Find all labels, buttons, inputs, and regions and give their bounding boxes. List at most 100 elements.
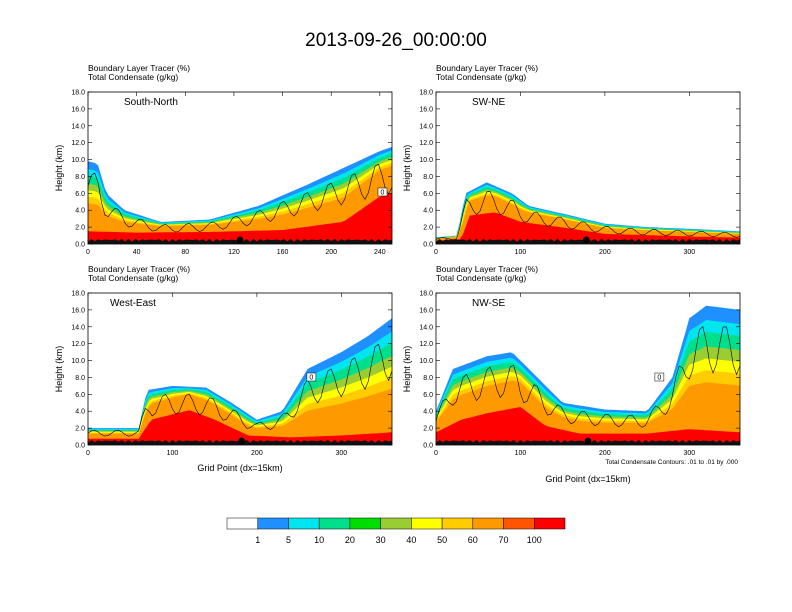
panel-name: SW-NE bbox=[472, 97, 505, 108]
panel-sw-ne: Boundary Layer Tracer (%)Total Condensat… bbox=[402, 63, 741, 256]
x-tick-label: 300 bbox=[683, 450, 695, 457]
y-axis-label: Height (km) bbox=[54, 346, 64, 393]
y-tick-label: 4.0 bbox=[75, 208, 85, 215]
contour-label-box bbox=[377, 187, 388, 197]
y-tick-label: 0.0 bbox=[75, 242, 85, 249]
y-tick-label: 12.0 bbox=[419, 140, 433, 147]
y-tick-label: 2.0 bbox=[423, 426, 433, 433]
y-tick-label: 4.0 bbox=[423, 409, 433, 416]
tracer-core bbox=[436, 212, 740, 244]
x-axis-label: Grid Point (dx=15km) bbox=[545, 474, 630, 484]
panel-header-condensate: Total Condensate (g/kg) bbox=[436, 72, 526, 82]
x-tick-label: 0 bbox=[86, 249, 90, 256]
page-title: 2013-09-26_00:00:00 bbox=[305, 30, 487, 51]
colorbar-label: 1 bbox=[255, 535, 260, 545]
tracer-field bbox=[88, 146, 392, 244]
x-tick-label: 120 bbox=[228, 249, 240, 256]
y-tick-label: 10.0 bbox=[71, 157, 85, 164]
y-axis-label: Height (km) bbox=[402, 145, 412, 192]
colorbar-label: 20 bbox=[345, 535, 355, 545]
panel-name: NW-SE bbox=[472, 298, 505, 309]
y-tick-label: 4.0 bbox=[423, 208, 433, 215]
condensate-contour bbox=[436, 326, 740, 428]
y-tick-label: 14.0 bbox=[419, 123, 433, 130]
x-tick-label: 0 bbox=[434, 249, 438, 256]
x-axis-label: Grid Point (dx=15km) bbox=[197, 463, 282, 473]
tracer-core bbox=[88, 193, 392, 244]
plot-frame bbox=[87, 292, 393, 446]
location-marker bbox=[236, 236, 244, 244]
colorbar-swatch bbox=[257, 517, 289, 530]
contour-label: 0 bbox=[309, 375, 313, 382]
y-tick-label: 6.0 bbox=[75, 191, 85, 198]
y-tick-label: 2.0 bbox=[75, 426, 85, 433]
x-tick-label: 200 bbox=[251, 450, 263, 457]
colorbar-swatch bbox=[318, 517, 351, 530]
colorbar-swatch bbox=[441, 517, 474, 530]
tracer-field bbox=[436, 182, 740, 244]
y-tick-label: 16.0 bbox=[71, 307, 85, 314]
y-tick-label: 12.0 bbox=[419, 341, 433, 348]
colorbar-label: 5 bbox=[286, 535, 291, 545]
x-tick-label: 300 bbox=[683, 249, 695, 256]
contour-label: 0 bbox=[657, 375, 661, 382]
y-tick-label: 12.0 bbox=[71, 341, 85, 348]
x-tick-label: 40 bbox=[133, 249, 141, 256]
y-tick-label: 8.0 bbox=[423, 174, 433, 181]
tracer-core bbox=[88, 410, 392, 445]
x-tick-label: 200 bbox=[325, 249, 337, 256]
y-tick-label: 10.0 bbox=[419, 157, 433, 164]
x-tick-label: 200 bbox=[599, 450, 611, 457]
colorbar-swatch bbox=[288, 517, 320, 530]
panel-name: South-North bbox=[124, 97, 178, 108]
x-tick-label: 100 bbox=[515, 249, 527, 256]
y-tick-label: 18.0 bbox=[71, 291, 85, 298]
tracer-field bbox=[88, 318, 392, 445]
y-tick-label: 8.0 bbox=[75, 375, 85, 382]
y-tick-label: 6.0 bbox=[75, 392, 85, 399]
plot-frame bbox=[87, 91, 393, 245]
colorbar-swatch bbox=[349, 517, 381, 530]
x-tick-label: 0 bbox=[86, 450, 90, 457]
y-tick-label: 0.0 bbox=[423, 443, 433, 450]
y-tick-label: 0.0 bbox=[423, 242, 433, 249]
plot-frame bbox=[435, 292, 741, 446]
y-tick-label: 10.0 bbox=[71, 358, 85, 365]
y-tick-label: 10.0 bbox=[419, 358, 433, 365]
colorbar-label: 30 bbox=[376, 535, 386, 545]
colorbar-swatch bbox=[380, 517, 412, 530]
location-marker bbox=[583, 236, 590, 244]
colorbar-swatch bbox=[534, 517, 566, 530]
colorbar-label: 10 bbox=[314, 535, 324, 545]
contour-label-box bbox=[306, 372, 317, 382]
colorbar-label: 100 bbox=[527, 535, 542, 545]
colorbar-swatch bbox=[472, 517, 504, 530]
panel-header-tracer: Boundary Layer Tracer (%) bbox=[436, 63, 538, 73]
x-tick-label: 100 bbox=[167, 450, 179, 457]
y-tick-label: 2.0 bbox=[75, 225, 85, 232]
plot-frame bbox=[435, 91, 741, 245]
y-tick-label: 16.0 bbox=[419, 307, 433, 314]
y-tick-label: 14.0 bbox=[419, 324, 433, 331]
tracer-field bbox=[436, 305, 740, 445]
panel-header-tracer: Boundary Layer Tracer (%) bbox=[88, 264, 190, 274]
colorbar-label: 50 bbox=[437, 535, 447, 545]
x-tick-label: 0 bbox=[434, 450, 438, 457]
y-tick-label: 18.0 bbox=[71, 90, 85, 97]
colorbar-swatch bbox=[226, 517, 258, 530]
y-axis-label: Height (km) bbox=[402, 346, 412, 393]
y-tick-label: 18.0 bbox=[419, 291, 433, 298]
condensate-contour bbox=[88, 163, 392, 233]
panel-south-north: Boundary Layer Tracer (%)Total Condensat… bbox=[54, 63, 393, 256]
tracer-band-6 bbox=[88, 165, 392, 244]
panel-nw-se: Boundary Layer Tracer (%)Total Condensat… bbox=[402, 264, 741, 484]
x-tick-label: 300 bbox=[335, 450, 347, 457]
colorbar-swatch bbox=[503, 517, 535, 530]
tracer-core bbox=[436, 407, 740, 445]
panel-header-tracer: Boundary Layer Tracer (%) bbox=[436, 264, 538, 274]
y-tick-label: 18.0 bbox=[419, 90, 433, 97]
contour-label: 0 bbox=[381, 190, 385, 197]
y-tick-label: 16.0 bbox=[419, 106, 433, 113]
x-tick-label: 240 bbox=[374, 249, 386, 256]
